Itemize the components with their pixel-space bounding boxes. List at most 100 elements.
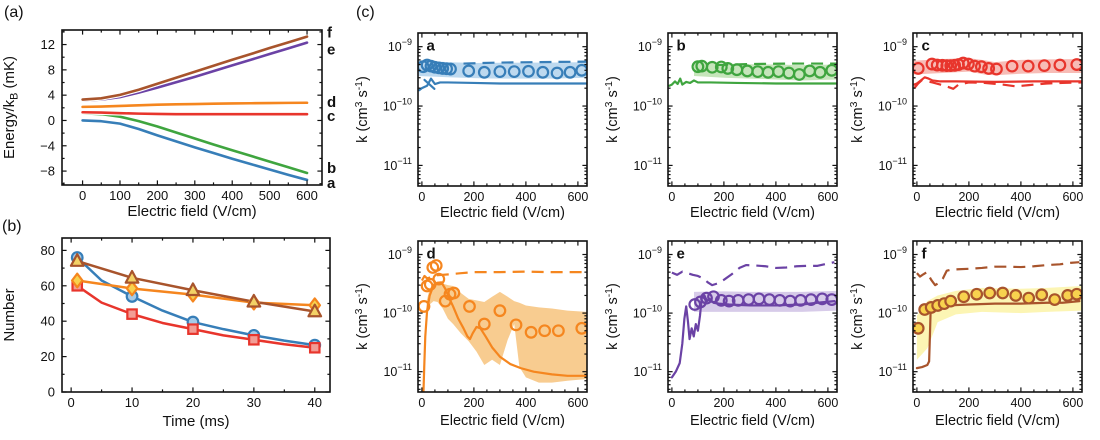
plot-area xyxy=(913,261,1082,370)
axes: 0 200 400 600 10−11 10−10 10−9 xyxy=(383,32,588,204)
energy-vs-field-plot: 0 100 200 300 400 500 600 −8 −4 0 4 8 12 Electric fie… xyxy=(1,25,336,220)
plot-area xyxy=(668,59,837,87)
solid-line xyxy=(81,119,309,182)
svg-text:0: 0 xyxy=(48,113,55,128)
svg-text:10−9: 10−9 xyxy=(638,37,662,54)
svg-text:400: 400 xyxy=(1010,190,1031,204)
subplot-letter: b xyxy=(677,38,686,55)
solid-line xyxy=(422,281,587,392)
svg-text:4: 4 xyxy=(48,88,55,103)
x-axis-title: Electric field (V/cm) xyxy=(935,413,1060,429)
svg-text:10−10: 10−10 xyxy=(878,97,907,114)
plot-area xyxy=(913,56,1082,90)
uncertainty-band xyxy=(426,281,587,383)
circle-markers xyxy=(913,56,1082,76)
svg-text:300: 300 xyxy=(184,188,206,203)
svg-text:0: 0 xyxy=(668,190,675,204)
triangle-markers xyxy=(69,253,323,318)
x-axis-title: Electric field (V/cm) xyxy=(440,205,565,220)
y-axis-title: k (cm3 s-1) xyxy=(850,76,866,143)
svg-text:200: 200 xyxy=(463,396,484,410)
svg-text:600: 600 xyxy=(1062,190,1083,204)
plot-area xyxy=(69,251,323,354)
axes: 0 200 400 600 10−11 10−10 10−9 xyxy=(878,32,1083,204)
rate-c-plot: 0 200 400 600 10−11 10−10 10−9 Electric field (… xyxy=(849,32,1083,221)
svg-text:600: 600 xyxy=(567,190,588,204)
svg-text:30: 30 xyxy=(247,395,261,410)
svg-text:10−9: 10−9 xyxy=(638,245,662,262)
svg-text:200: 200 xyxy=(147,188,169,203)
svg-text:200: 200 xyxy=(713,190,734,204)
rate-b-plot: 0 200 400 600 10−11 10−10 10−9 Electric field (… xyxy=(604,32,838,221)
svg-text:10−11: 10−11 xyxy=(878,156,907,173)
rate-a-plot: 0 200 400 600 10−11 10−10 10−9 Electric field (… xyxy=(354,32,588,221)
uncertainty-band xyxy=(694,62,837,81)
svg-text:400: 400 xyxy=(515,396,536,410)
svg-text:10−10: 10−10 xyxy=(633,304,662,321)
svg-text:600: 600 xyxy=(567,396,588,410)
plot-area xyxy=(418,58,587,92)
svg-text:200: 200 xyxy=(463,190,484,204)
x-axis-title: Electric field (V/cm) xyxy=(690,413,815,429)
dashed-line xyxy=(420,270,587,282)
axes: 0 10 20 30 40 0 20 40 60 80 xyxy=(41,237,331,410)
svg-text:40: 40 xyxy=(41,314,55,329)
axes: 0 200 400 600 10−11 10−10 10−9 xyxy=(383,240,588,410)
svg-text:0: 0 xyxy=(668,396,675,410)
rate-chart-a: 0 200 400 600 10−11 10−10 10−9 Electric field (… xyxy=(354,0,600,221)
svg-text:0: 0 xyxy=(418,190,425,204)
number-vs-time-chart: 0 10 20 30 40 0 20 40 60 80 Time (ms) Number xyxy=(0,220,345,440)
svg-text:−8: −8 xyxy=(40,164,55,179)
solid-line xyxy=(418,77,587,92)
svg-text:10−10: 10−10 xyxy=(878,304,907,321)
subplot-letter: d xyxy=(427,246,436,263)
svg-text:100: 100 xyxy=(109,188,131,203)
solid-line xyxy=(423,78,436,90)
number-vs-time-plot: 0 10 20 30 40 0 20 40 60 80 Time (ms) Number xyxy=(1,237,331,430)
svg-text:40: 40 xyxy=(308,395,322,410)
axes: 0 200 400 600 10−11 10−10 10−9 xyxy=(878,240,1083,410)
series-end-label: b xyxy=(327,160,336,177)
svg-text:400: 400 xyxy=(221,188,243,203)
rate-chart-c: 0 200 400 600 10−11 10−10 10−9 Electric field (… xyxy=(849,0,1100,221)
svg-text:10−11: 10−11 xyxy=(383,362,412,379)
y-axis-title: Energy/kB (mK) xyxy=(1,56,21,159)
dashed-line xyxy=(463,60,587,65)
series-end-label: c xyxy=(327,108,335,125)
rate-chart-e: 0 200 400 600 10−11 10−10 10−9 Electric field (… xyxy=(604,220,850,440)
svg-text:80: 80 xyxy=(41,243,55,258)
x-axis-title: Electric field (V/cm) xyxy=(440,413,565,429)
circle-markers xyxy=(418,58,587,80)
svg-text:0: 0 xyxy=(418,396,425,410)
svg-text:0: 0 xyxy=(48,385,55,400)
svg-text:10−9: 10−9 xyxy=(883,245,907,262)
circle-markers xyxy=(688,290,837,311)
svg-text:400: 400 xyxy=(765,190,786,204)
svg-text:12: 12 xyxy=(41,37,55,52)
series-end-label: a xyxy=(327,175,336,192)
svg-text:20: 20 xyxy=(41,349,55,364)
rate-chart-d: 0 200 400 600 10−11 10−10 10−9 Electric field (… xyxy=(354,220,600,440)
x-axis-title: Electric field (V/cm) xyxy=(127,203,256,220)
circle-markers xyxy=(691,59,837,81)
dashed-line xyxy=(671,261,835,287)
y-axis-title: k (cm3 s-1) xyxy=(355,76,371,143)
y-axis-title: k (cm3 s-1) xyxy=(355,283,371,350)
svg-text:10−9: 10−9 xyxy=(883,37,907,54)
svg-text:200: 200 xyxy=(713,396,734,410)
energy-vs-field-chart: 0 100 200 300 400 500 600 −8 −4 0 4 8 12 Electric fie… xyxy=(0,0,345,230)
svg-text:200: 200 xyxy=(958,396,979,410)
subplot-letter: e xyxy=(677,246,685,263)
dashed-line xyxy=(916,261,1080,287)
svg-text:500: 500 xyxy=(259,188,281,203)
svg-text:10−11: 10−11 xyxy=(633,156,662,173)
subplot-letter: f xyxy=(922,246,928,263)
plot-area xyxy=(418,259,587,392)
series-end-label: f xyxy=(327,25,333,42)
svg-text:8: 8 xyxy=(48,62,55,77)
solid-line xyxy=(81,35,309,101)
svg-text:60: 60 xyxy=(41,278,55,293)
subplot-letter: a xyxy=(427,38,436,55)
svg-text:0: 0 xyxy=(68,395,75,410)
svg-text:10−11: 10−11 xyxy=(383,156,412,173)
